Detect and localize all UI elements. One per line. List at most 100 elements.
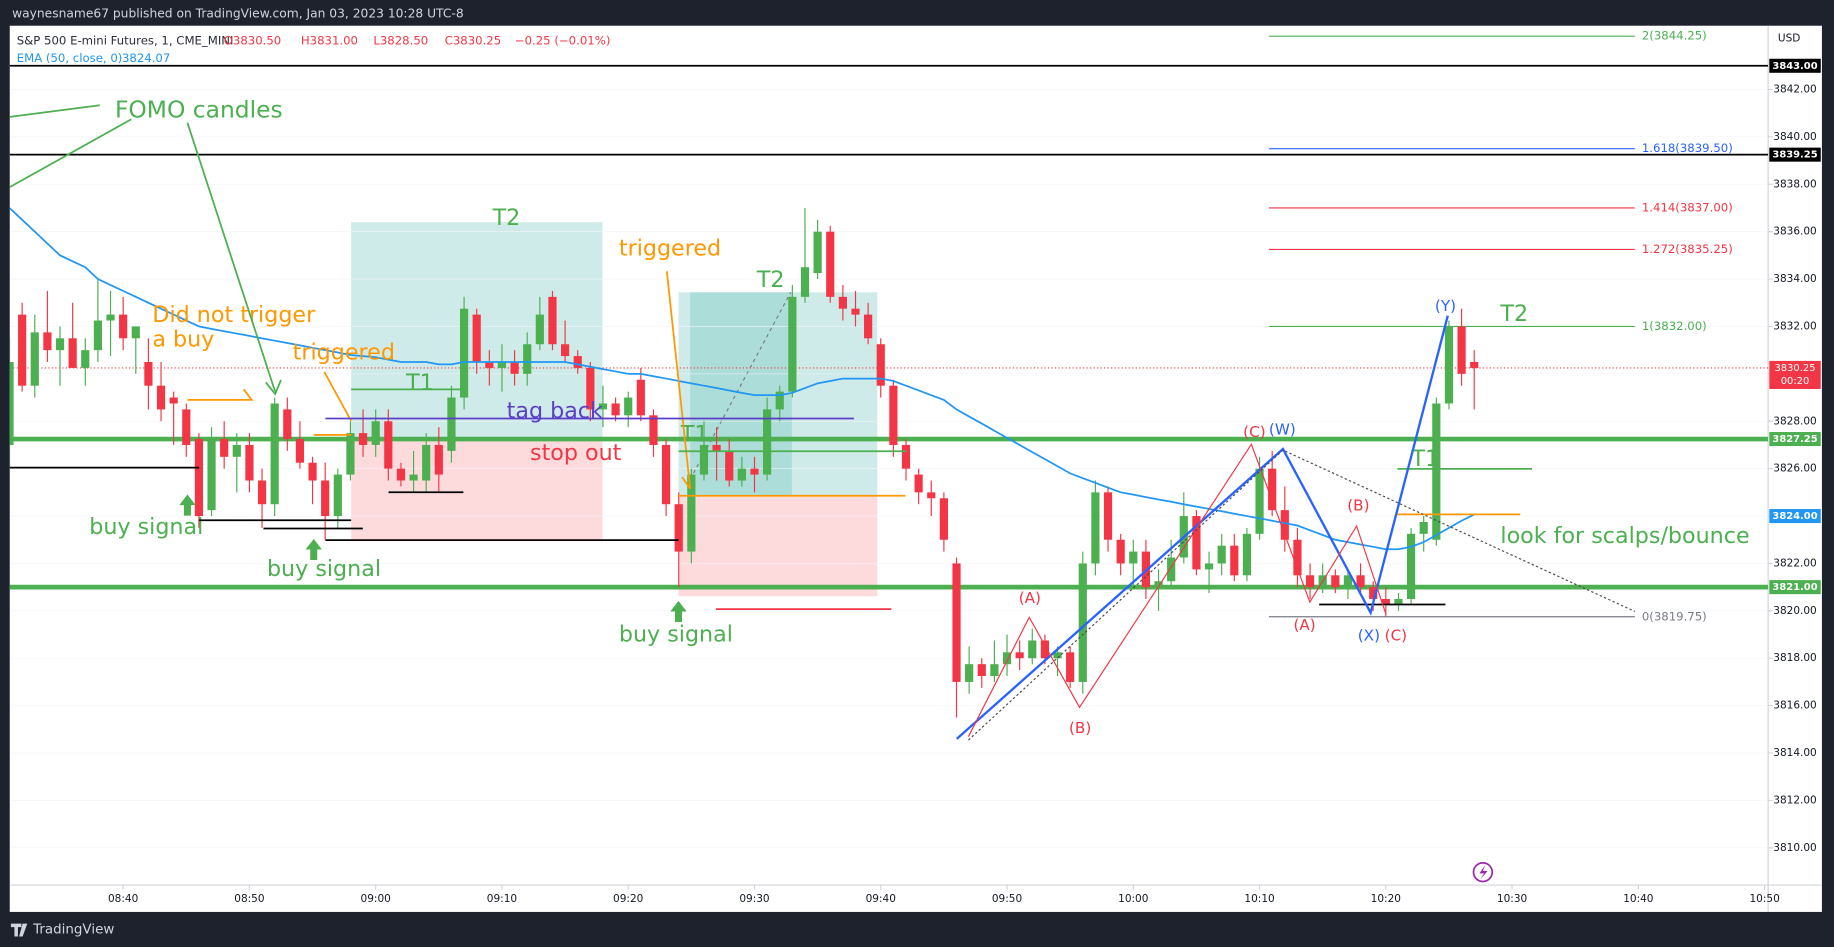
change: −0.25 (−0.01%) <box>515 33 611 47</box>
candle-body <box>232 444 241 457</box>
candle-body <box>560 344 570 357</box>
candle-body <box>1457 326 1466 374</box>
candle-body <box>523 344 532 374</box>
candle-body <box>1394 598 1403 605</box>
annotation: T2 <box>1499 301 1528 327</box>
candle-body <box>1293 539 1302 576</box>
wave-abc <box>967 442 1387 737</box>
candle-body <box>1280 510 1289 540</box>
candle-body <box>1369 587 1378 599</box>
candle-body <box>1242 533 1252 576</box>
candle-body <box>207 439 216 511</box>
alert-icon[interactable] <box>1472 861 1494 883</box>
candle-body <box>1040 640 1049 659</box>
candle-body <box>384 421 393 469</box>
pointer <box>186 122 276 392</box>
candle-body <box>459 308 469 398</box>
candle-body <box>662 444 671 505</box>
candle-body <box>1078 563 1087 682</box>
candle-body <box>687 474 696 552</box>
annotation: buy signal <box>89 514 203 540</box>
y-tick-label: 3828.00 <box>1773 415 1817 427</box>
candle-body <box>358 433 368 445</box>
annotation: a buy <box>152 327 214 353</box>
plot-area <box>351 222 878 597</box>
y-tick-label: 3842.00 <box>1773 83 1817 95</box>
ema-label-box <box>1769 509 1821 524</box>
candle-body <box>1470 362 1479 368</box>
indicator: EMA (50, close, 0) <box>17 51 123 65</box>
candle-body <box>1204 563 1214 570</box>
candle-body <box>1015 652 1024 659</box>
candle-body <box>18 314 27 386</box>
candle-body <box>1002 652 1012 665</box>
x-tick-label: 09:30 <box>739 893 769 905</box>
candle-body <box>257 480 267 505</box>
fib-label: 1(3832.00) <box>1642 319 1707 333</box>
x-tick-label: 09:00 <box>361 893 391 905</box>
candle-body <box>43 332 52 351</box>
annotation: (B) <box>1069 719 1091 737</box>
y-tick-label: 3812.00 <box>1773 794 1817 806</box>
candle-body <box>371 421 380 445</box>
fib-label: 1.272(3835.25) <box>1642 242 1733 256</box>
candle-body <box>775 391 784 410</box>
x-tick-label: 10:30 <box>1497 893 1527 905</box>
annotation: T1 <box>1411 446 1440 472</box>
annotation: T2 <box>492 205 521 231</box>
annotation: (X) <box>1358 627 1380 645</box>
candle-body <box>712 444 721 451</box>
candle-body <box>636 379 645 416</box>
buy-arrow <box>305 538 322 561</box>
candle-body <box>725 450 734 481</box>
ohlc-open: O3830.50 <box>224 33 282 47</box>
candle-body <box>838 296 847 309</box>
y-tick-label: 3834.00 <box>1773 273 1817 285</box>
overlay: 3810.00 3812.00 3814.00 3816.00 3818.00 3820.… <box>108 58 1821 905</box>
candle-body <box>346 433 355 475</box>
candle-body <box>422 444 431 481</box>
annotation: Did not trigger <box>152 302 316 328</box>
wave-wxy <box>955 315 1449 740</box>
candle-body <box>447 397 456 451</box>
candle-body <box>965 664 974 682</box>
candle-body <box>131 326 140 339</box>
candle-body <box>409 474 418 481</box>
candle-body <box>939 498 948 540</box>
countdown: 00:20 <box>1781 376 1810 387</box>
y-tick-label: 3822.00 <box>1773 557 1817 569</box>
candle-body <box>624 397 633 416</box>
candle-body <box>611 403 620 416</box>
indicator-value: 3824.07 <box>122 51 170 65</box>
candle-body <box>750 468 759 475</box>
last-price-label: 3830.25 <box>1775 363 1816 374</box>
fib-label: 2(3844.25) <box>1642 29 1707 43</box>
candle-body <box>119 314 128 339</box>
annotation: buy signal <box>619 621 733 647</box>
candle-body <box>763 409 772 475</box>
candle-body <box>573 356 582 368</box>
x-tick-label: 10:50 <box>1749 893 1779 905</box>
candle-body <box>472 314 481 363</box>
y-tick-label: 3836.00 <box>1773 226 1817 238</box>
candle-body <box>1255 468 1264 534</box>
price-label-box <box>1769 580 1821 595</box>
pointer <box>9 118 132 188</box>
candle-body <box>952 563 961 682</box>
buy-arrow <box>179 494 196 516</box>
annotation: look for scalps/bounce <box>1500 523 1749 549</box>
candle-body <box>586 367 595 410</box>
last-price-box <box>1769 360 1821 389</box>
fib-label: 1.618(3839.50) <box>1642 141 1733 155</box>
candle-body <box>1091 492 1100 564</box>
x-tick-label: 09:40 <box>866 893 896 905</box>
ohlc-high: H3831.00 <box>301 33 358 47</box>
candle-body <box>1167 557 1176 582</box>
candle-body <box>1444 326 1454 404</box>
y-tick-label: 3838.00 <box>1773 178 1817 190</box>
candle-body <box>1343 575 1353 588</box>
candle-body <box>283 409 292 440</box>
annotation: stop out <box>530 440 622 466</box>
x-tick-label: 08:40 <box>108 893 138 905</box>
candle-body <box>649 415 658 445</box>
